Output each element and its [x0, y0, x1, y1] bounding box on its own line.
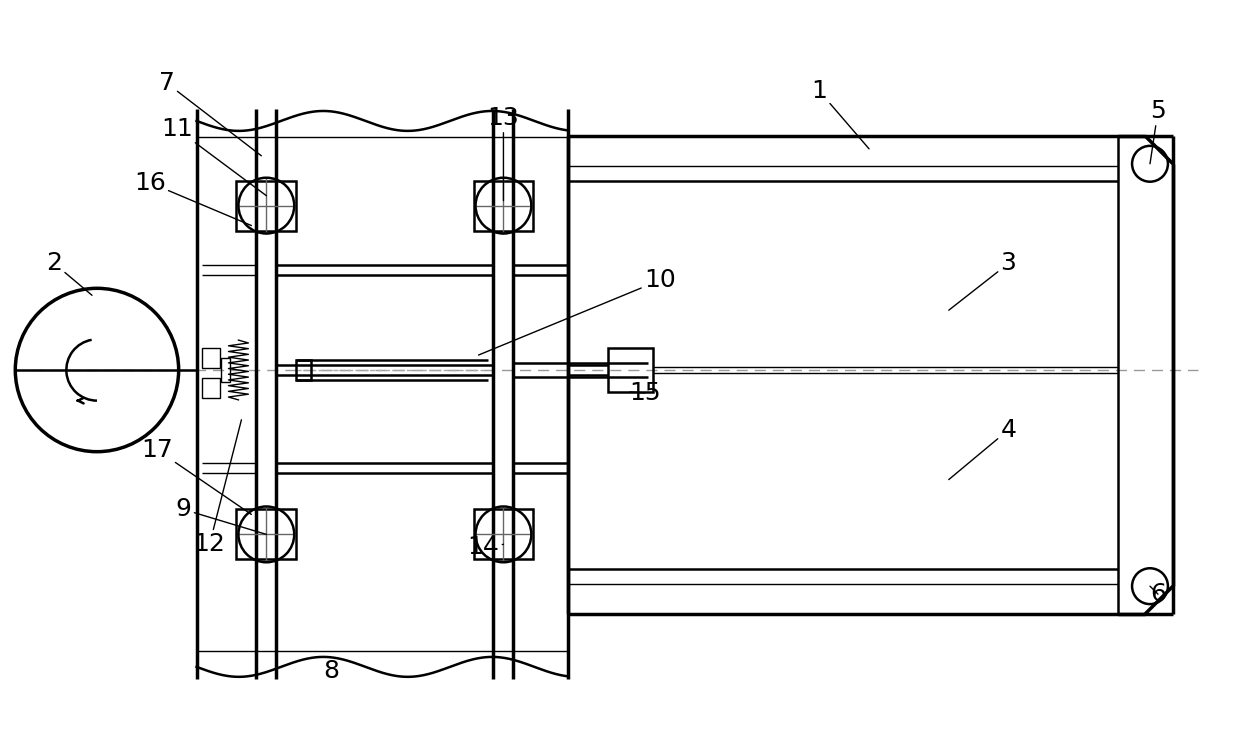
Bar — [202, 378, 219, 398]
Text: 2: 2 — [46, 251, 92, 296]
Text: 10: 10 — [479, 268, 676, 355]
Text: 3: 3 — [949, 251, 1017, 310]
Bar — [296, 360, 311, 380]
Bar — [202, 348, 219, 368]
Bar — [474, 181, 533, 231]
Text: 15: 15 — [629, 381, 661, 405]
Text: 5: 5 — [1149, 99, 1166, 164]
Text: 6: 6 — [1149, 582, 1166, 606]
Text: 4: 4 — [949, 418, 1017, 480]
Text: 13: 13 — [487, 106, 520, 200]
Text: 17: 17 — [141, 437, 252, 514]
Bar — [237, 181, 296, 231]
Text: 16: 16 — [134, 171, 252, 225]
Text: 12: 12 — [193, 420, 242, 556]
Bar — [237, 509, 296, 559]
Bar — [221, 358, 231, 382]
Bar — [608, 348, 653, 392]
Text: 14: 14 — [467, 535, 503, 559]
Text: 8: 8 — [324, 659, 339, 683]
Text: 7: 7 — [159, 71, 262, 156]
Text: 1: 1 — [811, 79, 869, 149]
Text: 11: 11 — [161, 117, 267, 196]
Text: 9: 9 — [176, 497, 267, 534]
Bar — [474, 509, 533, 559]
